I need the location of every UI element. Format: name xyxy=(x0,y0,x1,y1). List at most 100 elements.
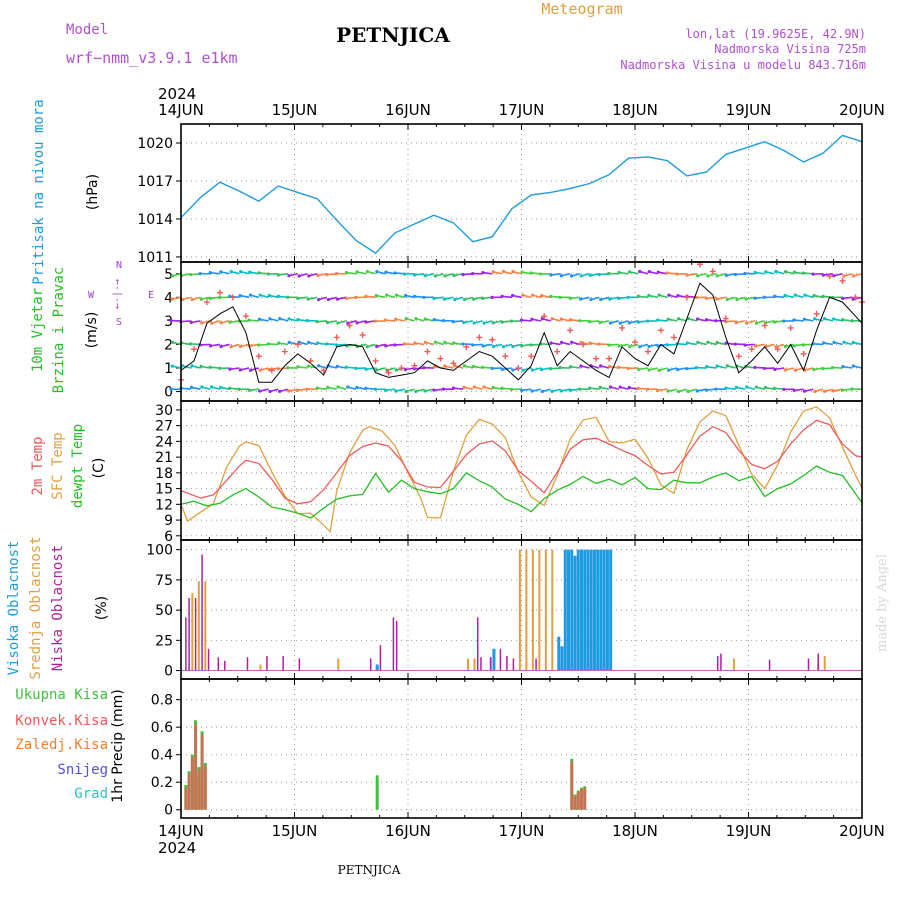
wind-barb-head xyxy=(851,274,856,278)
temp-side-label: 2m Temp xyxy=(30,436,46,495)
cloud-side-label: Srednja Oblacnost xyxy=(28,536,44,679)
station-title: PETNJICA xyxy=(336,23,450,47)
wind-barb-head xyxy=(782,387,786,392)
wind-barb-head xyxy=(354,295,358,299)
wind-barb-head xyxy=(316,297,321,302)
wind-gust-marker xyxy=(255,353,262,360)
wind-barb-head xyxy=(471,364,476,369)
wind-barb-head xyxy=(715,297,719,301)
wind-barb xyxy=(589,387,600,391)
wind-barb-head xyxy=(832,317,836,321)
wind-barb-head xyxy=(170,364,174,368)
wind-barb xyxy=(180,387,191,391)
wind-barb-head xyxy=(568,365,573,369)
wind-barb-head xyxy=(383,388,388,392)
wind-barb-head xyxy=(774,269,778,274)
wind-barb-head xyxy=(646,387,650,391)
y-tick-label: 25 xyxy=(155,633,173,649)
wind-barb-head xyxy=(569,274,574,278)
wind-barb-head xyxy=(694,366,698,370)
wind-barb-head xyxy=(626,295,630,299)
pressure-unit-label: (hPa) xyxy=(85,174,101,210)
x-tick-label-top: 16JUN xyxy=(385,101,431,119)
wind-barb-head xyxy=(208,271,212,275)
wind-barb-head xyxy=(414,317,418,321)
wind-barb-head xyxy=(394,317,398,321)
wind-barb-head xyxy=(734,385,739,389)
x-tick-label-bottom: 16JUN xyxy=(385,822,431,840)
x-tick-label-bottom: 20JUN xyxy=(839,822,885,840)
y-tick-label: 24 xyxy=(155,434,173,450)
wind-barb-head xyxy=(325,273,329,277)
wind-barb-head xyxy=(627,321,632,325)
wind-gust-marker xyxy=(450,360,457,367)
wind-barb-head xyxy=(287,317,291,321)
pressure-side-label: Pritisak na nivou mora xyxy=(31,99,47,284)
wind-barb xyxy=(394,343,405,346)
wind-barb-head xyxy=(394,368,398,372)
year-label-top: 2024 xyxy=(158,85,196,103)
wind-barb-head xyxy=(480,365,485,369)
high-cloud-bar xyxy=(602,549,606,671)
wind-barb-head xyxy=(627,270,632,274)
low-cloud-bar xyxy=(194,598,197,671)
wind-barb-head xyxy=(482,385,486,389)
wind-barb-head xyxy=(385,293,389,297)
wind-gust-marker xyxy=(748,346,755,353)
wind-barb-head xyxy=(403,368,407,372)
wind-gust-marker xyxy=(593,355,600,362)
wind-barb-head xyxy=(286,366,290,370)
low-cloud-bar xyxy=(535,658,537,671)
wind-barb-head xyxy=(413,341,417,345)
high-cloud-bar xyxy=(560,646,564,671)
wind-barb-head xyxy=(657,368,661,372)
wind-barb-head xyxy=(355,385,359,390)
low-cloud-bar xyxy=(392,617,395,671)
wind-barb-head xyxy=(190,297,194,302)
high-cloud-bar xyxy=(570,549,574,671)
wind-barb-head xyxy=(540,293,544,298)
wind-barb-head xyxy=(305,387,309,391)
dewpoint-series-line xyxy=(180,465,863,519)
wind-barb-head xyxy=(315,320,319,324)
wind-barb-head xyxy=(189,320,193,325)
wind-barb-head xyxy=(509,319,514,323)
low-cloud-bar xyxy=(188,598,190,671)
wind-barb-head xyxy=(675,272,679,276)
wind-barb-head xyxy=(597,272,601,277)
wind-barb-head xyxy=(628,344,632,349)
wind-barb-head xyxy=(501,269,506,274)
wind-barb-head xyxy=(248,368,253,372)
model-label: Model xyxy=(66,22,108,38)
wind-barb-head xyxy=(296,296,300,300)
wind-barb-head xyxy=(297,274,301,278)
panel-frame xyxy=(180,678,863,819)
x-tick-label-bottom: 14JUN xyxy=(158,822,204,840)
wind-barb xyxy=(278,272,289,276)
wind-barb-head xyxy=(520,344,524,348)
wind-barb-head xyxy=(374,293,378,298)
wind-barb-head xyxy=(579,297,583,301)
wind-barb-head xyxy=(364,367,368,371)
low-cloud-bar xyxy=(207,648,210,671)
wind-barb-head xyxy=(490,366,494,370)
mid-cloud-bar xyxy=(466,658,469,671)
wind-barb-head xyxy=(462,364,466,368)
wind-barb-head xyxy=(305,318,309,323)
wind-barb-head xyxy=(432,365,436,369)
wind-barb-head xyxy=(481,270,485,275)
wind-gust-marker xyxy=(619,324,626,331)
wind-barb-head xyxy=(636,320,641,324)
wind-barb xyxy=(317,320,327,323)
wind-barb-head xyxy=(491,385,495,390)
wind-barb xyxy=(676,343,687,346)
wind-barb-head xyxy=(666,317,670,321)
wind-barb-head xyxy=(403,293,408,298)
wind-barb-head xyxy=(841,296,845,301)
wind-gust-marker xyxy=(398,365,405,372)
wind-barb-head xyxy=(500,386,504,390)
model-name: wrf−nmm_v3.9.1 e1km xyxy=(66,49,238,67)
wind-barb-head xyxy=(647,270,651,274)
wind-barb-head xyxy=(501,345,506,349)
wind-barb-head xyxy=(667,368,671,372)
